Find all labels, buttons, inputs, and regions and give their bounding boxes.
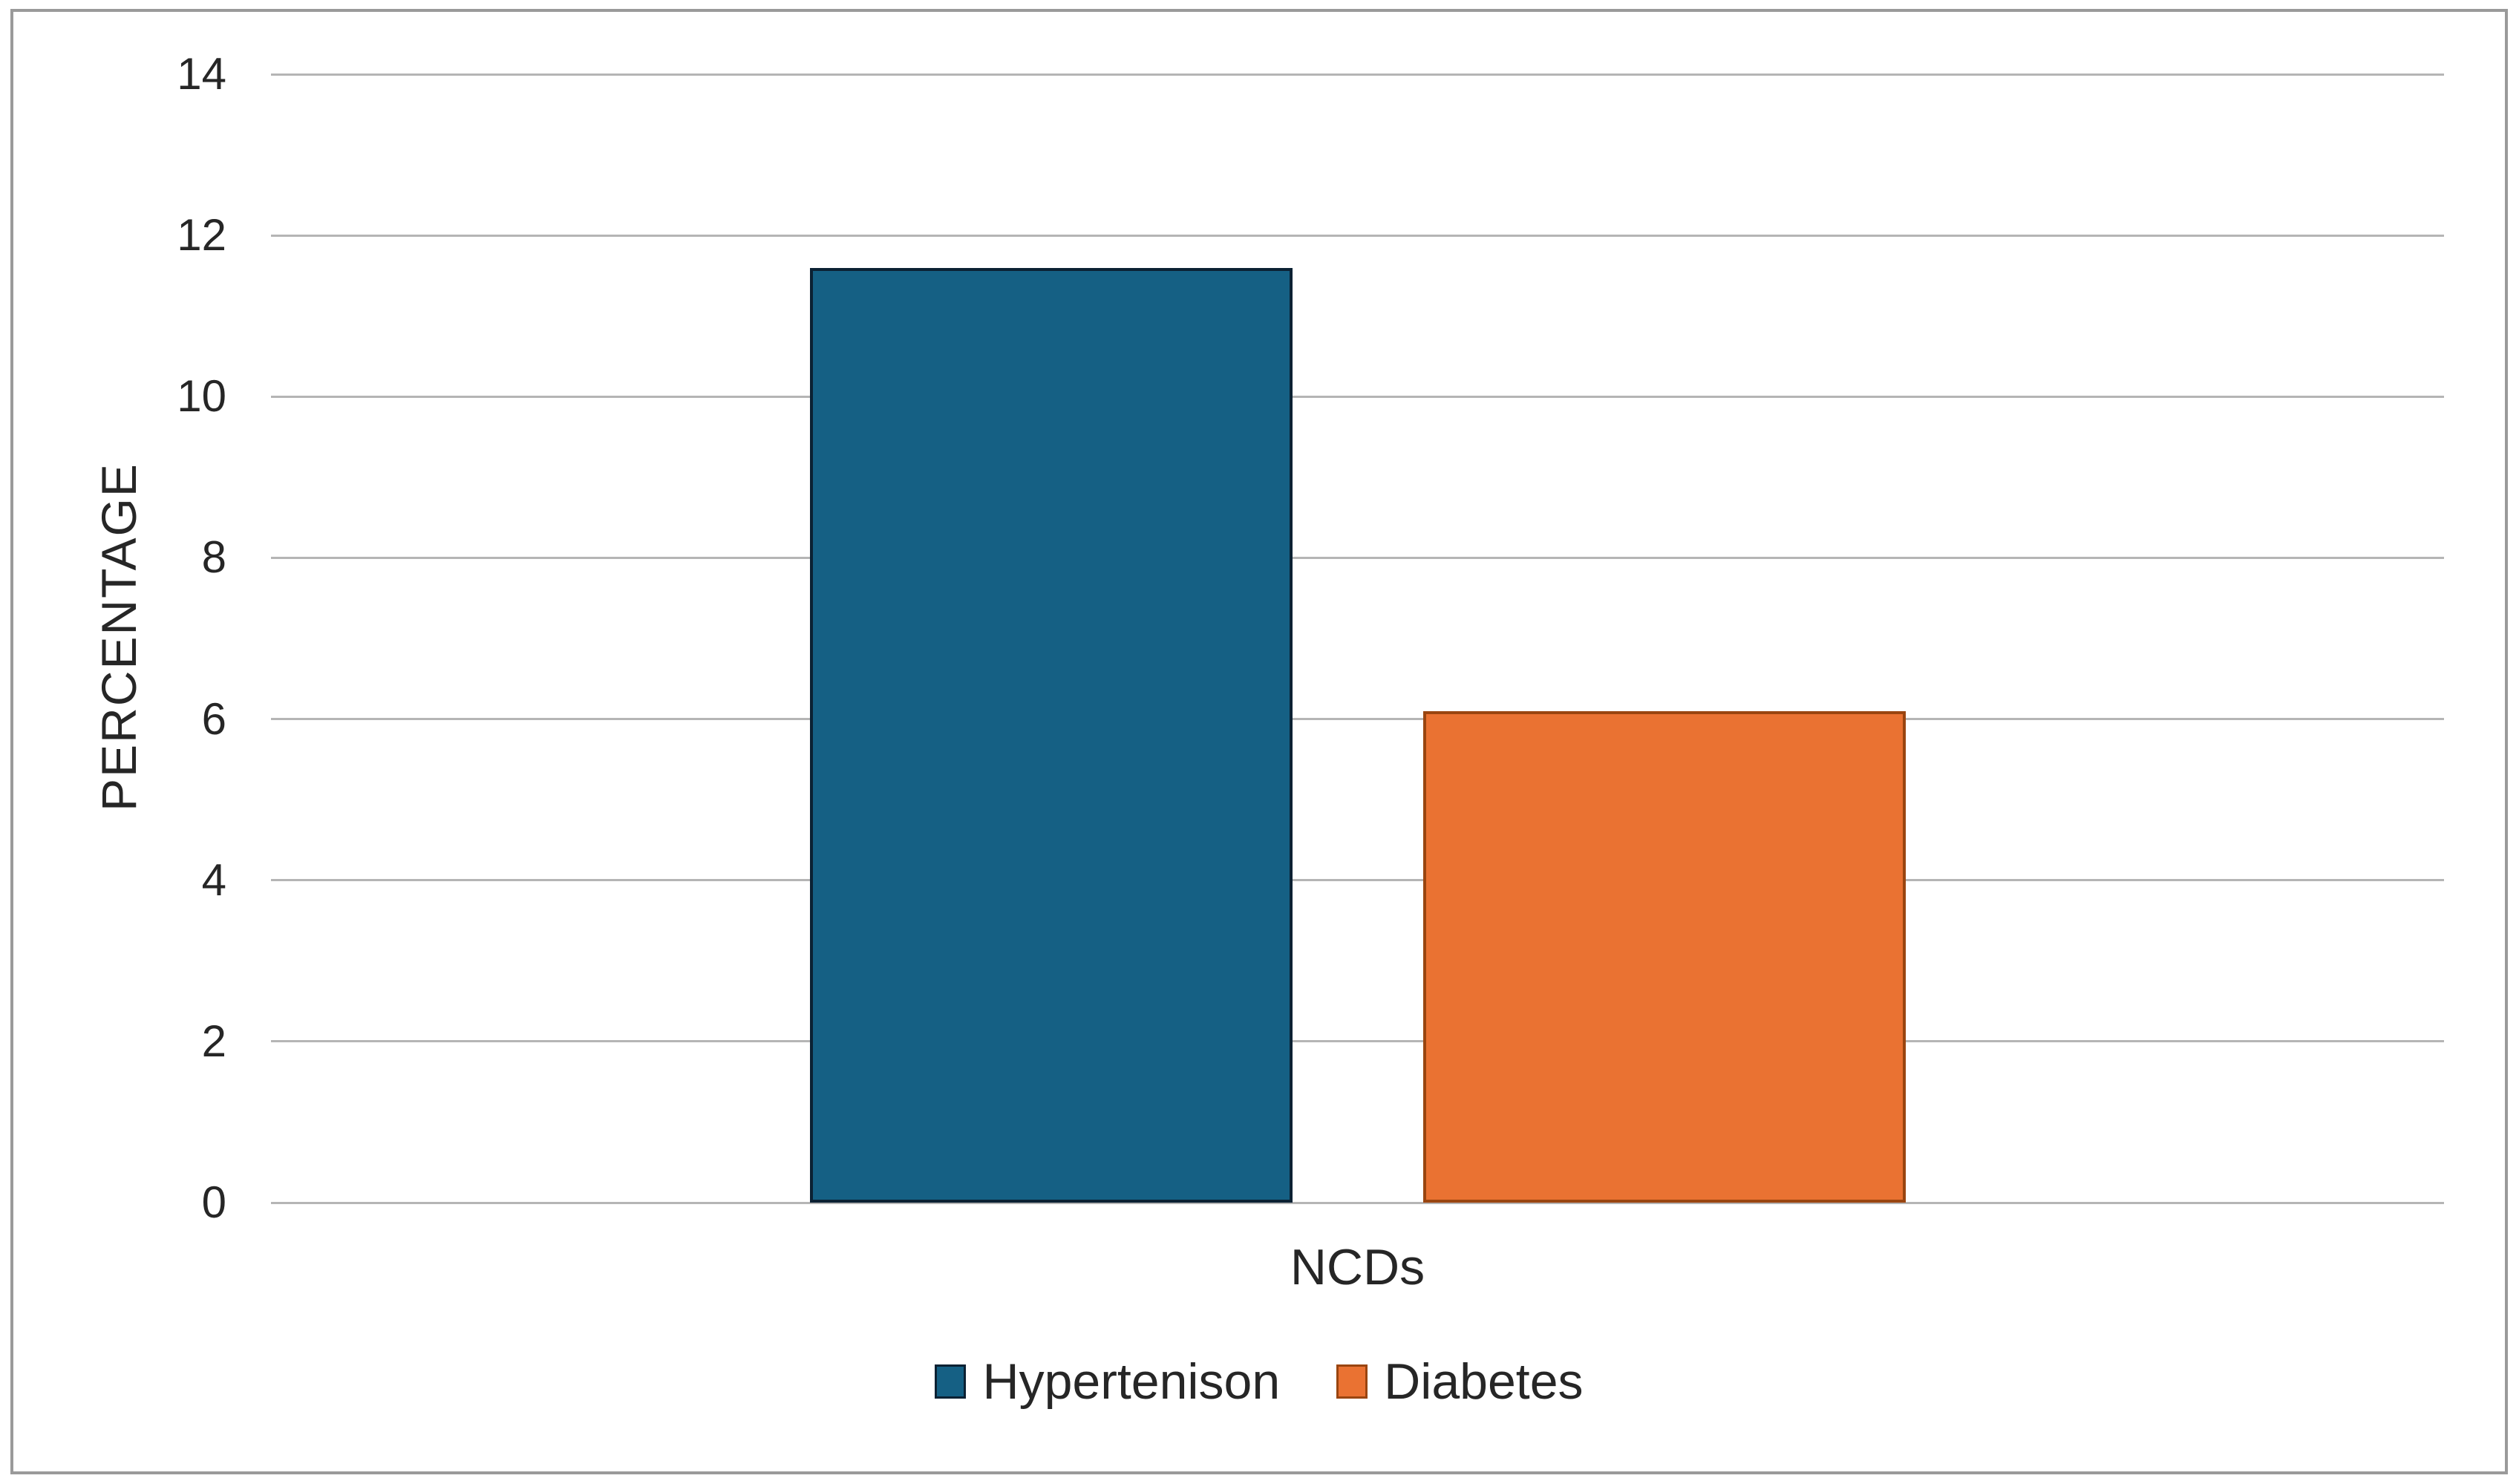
y-tick-label-8: 8: [201, 532, 226, 583]
y-tick-label-14: 14: [177, 49, 226, 99]
legend-swatch-hypertenison: [935, 1364, 967, 1399]
y-tick-label-6: 6: [201, 693, 226, 744]
legend-swatch-diabetes: [1336, 1364, 1368, 1399]
gridline-4: [271, 879, 2444, 882]
legend-item-diabetes: Diabetes: [1336, 1353, 1584, 1411]
plot-area: [271, 73, 2444, 1204]
y-tick-label-12: 12: [177, 210, 226, 261]
y-tick-label-4: 4: [201, 854, 226, 905]
gridline-14: [271, 73, 2444, 76]
gridline-6: [271, 718, 2444, 721]
bar-hypertenison: [809, 267, 1293, 1203]
gridline-10: [271, 395, 2444, 398]
legend-label-diabetes: Diabetes: [1384, 1353, 1584, 1410]
x-axis-category-label: NCDs: [1290, 1239, 1425, 1295]
gridline-12: [271, 234, 2444, 237]
bar-diabetes: [1422, 710, 1906, 1203]
y-tick-label-0: 0: [201, 1177, 226, 1227]
chart-legend: Hypertenison Diabetes: [10, 1353, 2508, 1411]
gridline-0: [271, 1201, 2444, 1204]
gridline-2: [271, 1040, 2444, 1043]
y-tick-label-10: 10: [177, 371, 226, 422]
gridline-8: [271, 556, 2444, 559]
legend-label-hypertenison: Hypertenison: [982, 1353, 1281, 1410]
y-tick-label-2: 2: [201, 1016, 226, 1066]
legend-item-hypertenison: Hypertenison: [935, 1353, 1280, 1411]
y-axis-title: PERCENTAGE: [91, 462, 146, 811]
